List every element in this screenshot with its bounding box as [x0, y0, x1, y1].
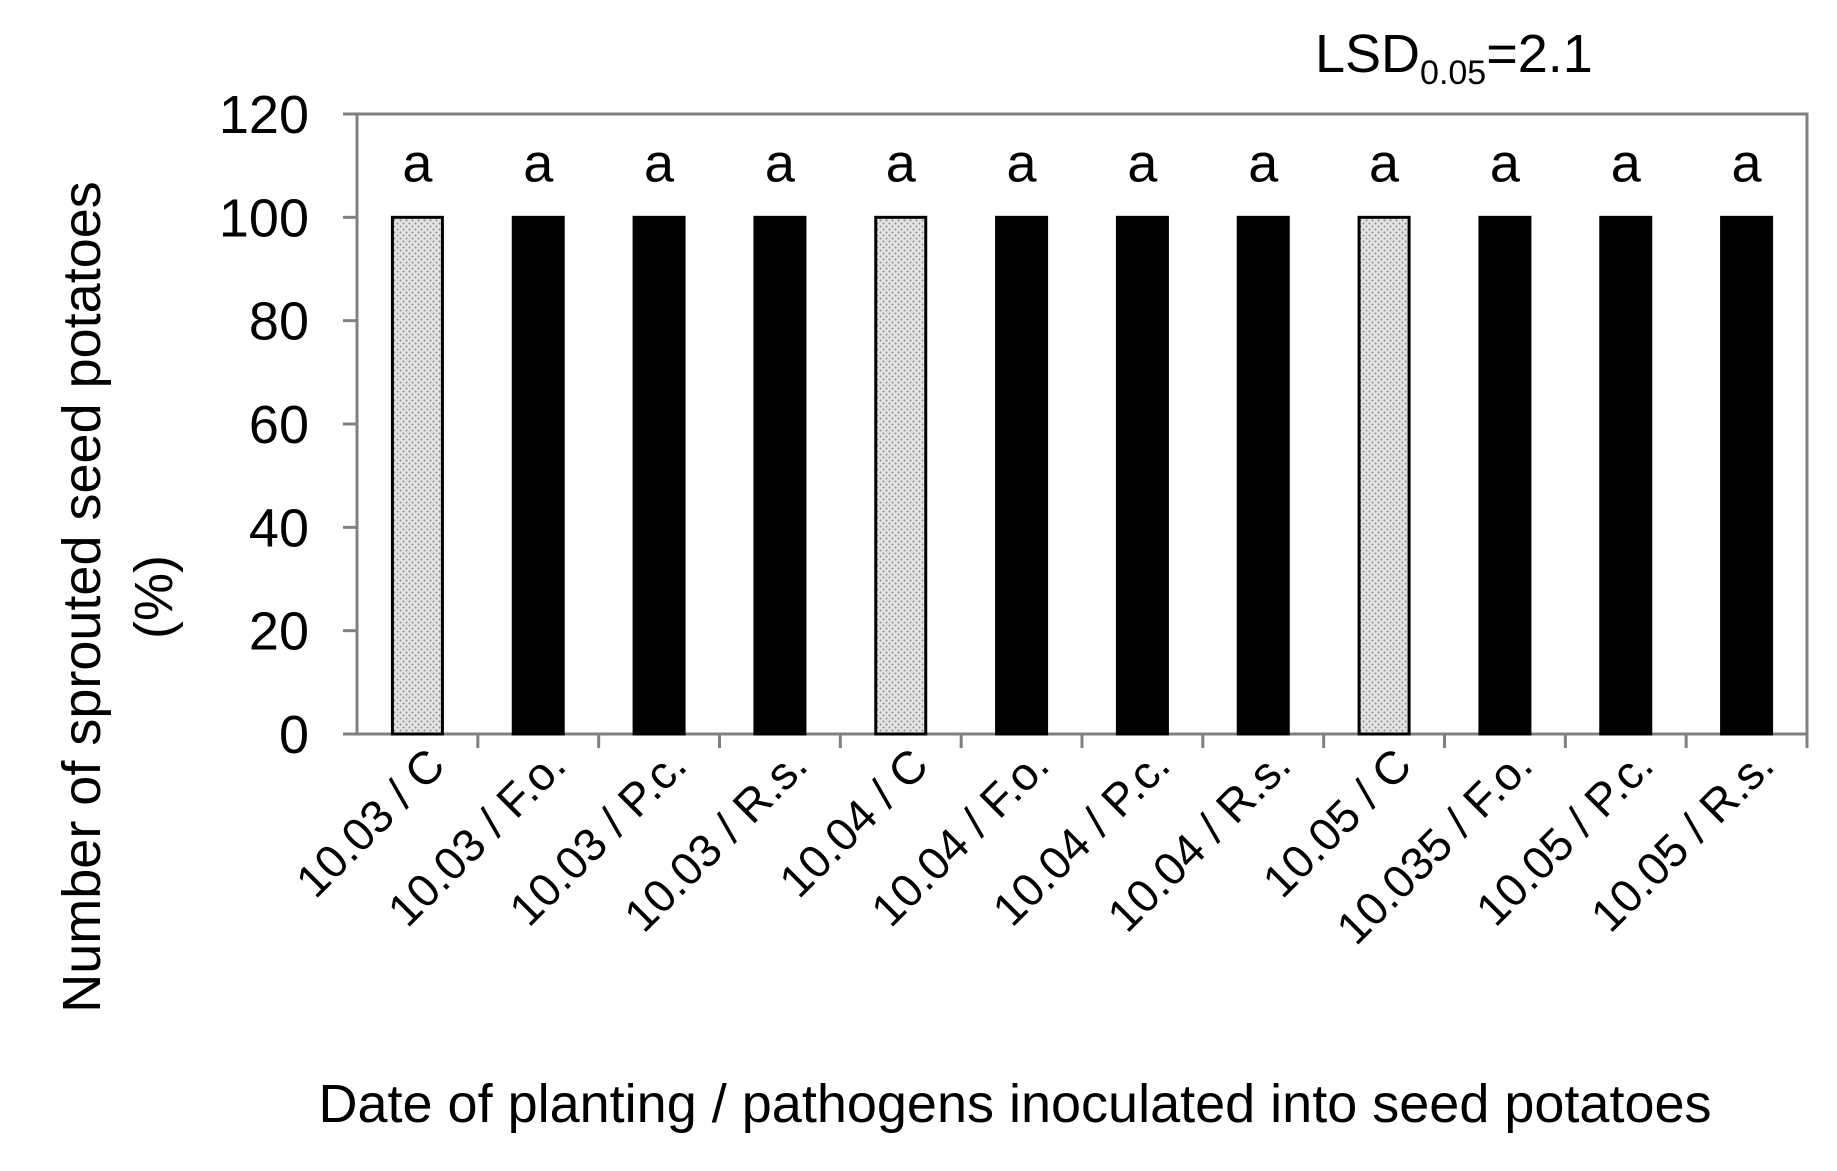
- bar: [1720, 215, 1774, 736]
- plot-area: [355, 112, 1809, 736]
- significance-letter: a: [1732, 133, 1763, 193]
- bar: [753, 215, 807, 736]
- bar: [1478, 215, 1532, 736]
- bar: [511, 215, 565, 736]
- significance-letter: a: [1490, 133, 1521, 193]
- bar: [995, 215, 1049, 736]
- category-labels: 10.03 / C10.03 / F.o.10.03 / P.c.10.03 /…: [286, 738, 1784, 954]
- lsd-annotation: LSD0.05=2.1: [1315, 24, 1593, 92]
- y-axis-title-line1: Number of sprouted seed potatoes: [52, 181, 112, 1013]
- bar: [1599, 215, 1653, 736]
- bar: [1115, 215, 1169, 736]
- significance-letter: a: [1007, 133, 1038, 193]
- significance-letter: a: [1369, 133, 1400, 193]
- y-tick-label: 100: [219, 188, 309, 248]
- y-axis: 0 20 40 60 80 100 120: [219, 85, 357, 765]
- bar: [1357, 215, 1411, 736]
- significance-letter: a: [1248, 133, 1279, 193]
- bar: [1236, 215, 1290, 736]
- bar: [390, 215, 444, 736]
- x-axis: [476, 734, 1809, 748]
- y-axis-title-line2: (%): [124, 555, 184, 639]
- y-tick-label: 60: [249, 395, 309, 455]
- significance-letter: a: [644, 133, 675, 193]
- bar: [632, 215, 686, 736]
- y-tick-label: 80: [249, 292, 309, 352]
- significance-letter: a: [402, 133, 433, 193]
- lsd-suffix: =2.1: [1486, 24, 1593, 84]
- y-tick-label: 0: [279, 705, 309, 765]
- bar: [874, 215, 928, 736]
- x-axis-title: Date of planting / pathogens inoculated …: [318, 1074, 1711, 1134]
- significance-letter: a: [765, 133, 796, 193]
- y-tick-label: 40: [249, 498, 309, 558]
- y-tick-label: 20: [249, 602, 309, 662]
- lsd-subscript: 0.05: [1420, 54, 1486, 92]
- significance-letter: a: [886, 133, 917, 193]
- bars: [390, 215, 1774, 736]
- lsd-main: LSD: [1315, 24, 1420, 84]
- y-tick-label: 120: [219, 85, 309, 145]
- significance-letter: a: [1127, 133, 1158, 193]
- significance-letter: a: [523, 133, 554, 193]
- significance-letter: a: [1611, 133, 1642, 193]
